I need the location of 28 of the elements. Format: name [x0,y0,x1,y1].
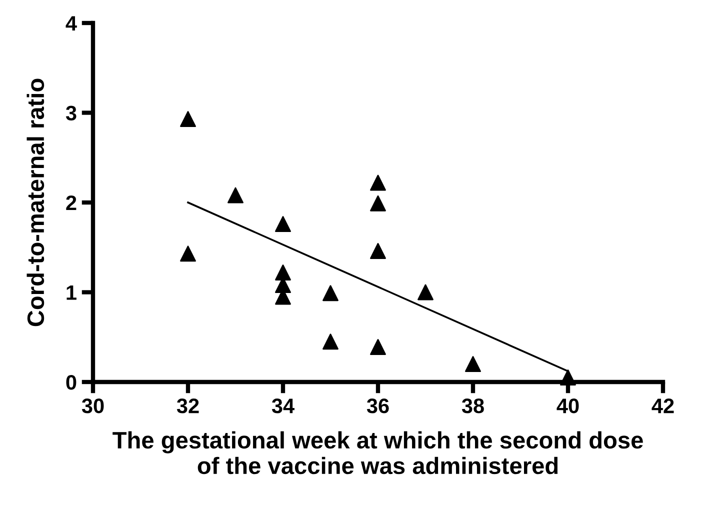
y-tick-label: 4 [66,16,77,31]
point [228,187,244,204]
point [322,334,338,350]
point [180,111,196,128]
point [370,339,386,355]
point [418,284,434,300]
point [180,246,196,262]
point [465,356,481,372]
point [370,242,386,259]
x-tick-label: 42 [652,398,674,414]
y-tick-label: 1 [66,285,76,300]
x-tick-label: 36 [366,398,389,414]
x-tick-label: 30 [82,398,104,414]
x-axis-title: The gestational week at which the second dose of the vaccine was administered [112,431,643,474]
y-axis-title: Cord-to-maternal ratio [26,78,44,326]
x-tick-label: 40 [556,398,579,414]
point [322,285,338,302]
y-tick-label: 0 [66,375,76,390]
point [370,174,386,191]
x-tick-label: 32 [176,398,199,414]
y-tick-label: 2 [66,196,76,210]
y-tick-label: 3 [66,106,76,121]
x-tick-label: 38 [462,398,484,414]
point [275,264,291,280]
point [275,216,291,232]
point [370,195,386,212]
x-tick-label: 34 [272,398,294,414]
point [560,370,576,386]
